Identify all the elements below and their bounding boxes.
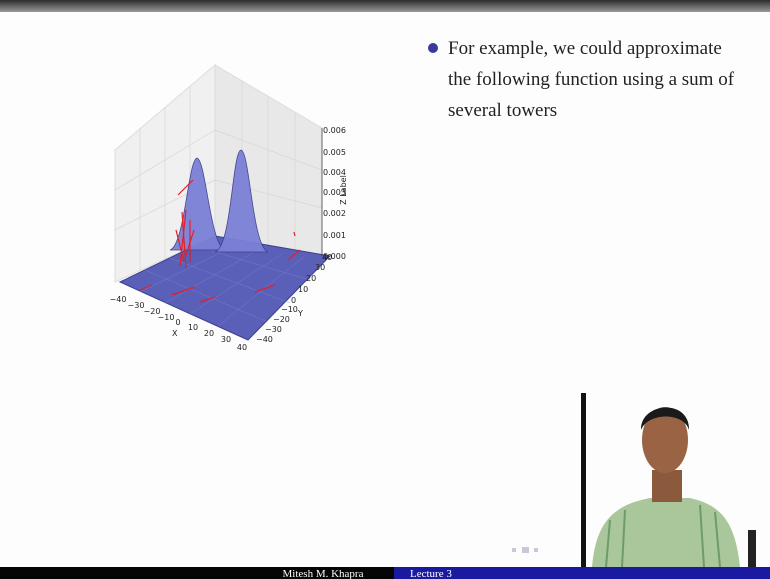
y-tick-label: 20: [306, 274, 316, 283]
footer-lecture: Lecture 3: [410, 568, 452, 579]
x-axis-label: X: [172, 329, 178, 338]
y-tick-label: −20: [273, 315, 290, 324]
x-tick-label: −10: [158, 313, 175, 322]
z-tick-label: 0.000: [323, 252, 346, 261]
bullet-line: For example, we could approximate: [448, 38, 722, 59]
y-tick-label: 30: [315, 263, 325, 272]
z-tick-label: 0.002: [323, 209, 346, 218]
z-tick-label: 0.001: [323, 231, 346, 240]
y-tick-label: −10: [281, 305, 298, 314]
z-axis-label: Z Label: [339, 175, 348, 205]
bullet-line: several towers: [448, 100, 557, 121]
mic-stand: [748, 530, 756, 567]
y-tick-label: 0: [291, 296, 296, 305]
bullet-dot: [428, 43, 438, 53]
slide: For example, we could approximate the fol…: [0, 0, 770, 579]
z-tick-label: 0.006: [323, 126, 346, 135]
pole: [581, 393, 586, 567]
x-tick-label: −40: [110, 295, 127, 304]
x-tick-label: 30: [221, 335, 231, 344]
neck: [652, 470, 682, 502]
y-tick-label: 10: [298, 285, 308, 294]
y-tick-label: −30: [265, 325, 282, 334]
bullet-line: the following function using a sum of: [448, 69, 735, 90]
z-tick-label: 0.005: [323, 148, 346, 157]
y-axis-label: Y: [297, 309, 303, 318]
top-bar: [0, 0, 770, 12]
x-tick-label: 10: [188, 323, 198, 332]
y-tick-label: −40: [256, 335, 273, 344]
x-tick-label: −30: [128, 301, 145, 310]
x-tick-label: 40: [237, 343, 247, 352]
footer-author: Mitesh M. Khapra: [283, 568, 364, 579]
x-tick-label: 0: [175, 318, 180, 327]
x-tick-label: 20: [204, 329, 214, 338]
